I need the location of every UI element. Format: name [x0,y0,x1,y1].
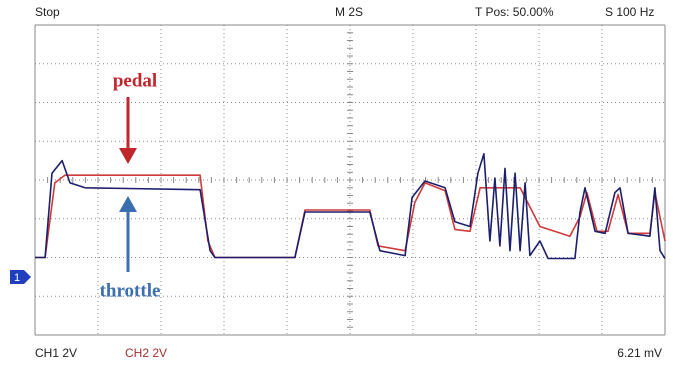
state-label: Stop [35,5,60,19]
pedal-label: pedal [113,70,157,91]
oscilloscope-screen: Stop M 2S T Pos: 50.00% S 100 Hz CH1 2V … [0,0,676,365]
readout-label: 6.21 mV [617,346,662,360]
throttle-label: throttle [100,280,161,301]
timebase-label: M 2S [335,5,363,19]
throttle-arrowhead [119,196,137,212]
ch2-scale-label: CH2 2V [125,346,167,360]
ch1-scale-label: CH1 2V [35,346,77,360]
ground-marker-label: 1 [14,272,20,284]
trigger-position-label: T Pos: 50.00% [475,5,554,19]
pedal-arrowhead [119,148,137,164]
sample-rate-label: S 100 Hz [605,5,654,19]
